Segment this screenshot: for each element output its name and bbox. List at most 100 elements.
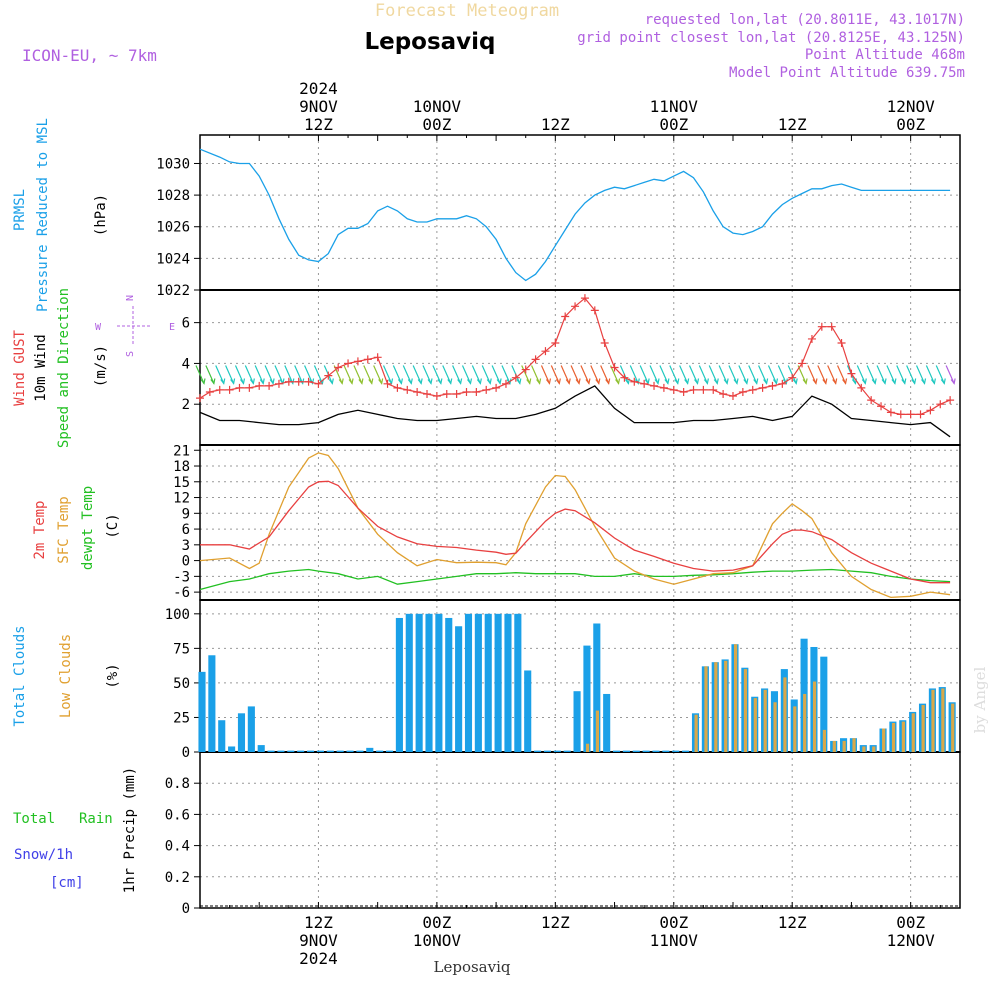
series-2m-temp (200, 480, 951, 584)
info-line-1: requested lon,lat (20.8011E, 43.1017N) (645, 12, 965, 28)
precip-unit: 1hr Precip (mm) (122, 767, 138, 893)
wind-arrow-head (328, 378, 334, 385)
gust-marker (857, 383, 866, 392)
gust-marker (393, 383, 402, 392)
bar-low-clouds (773, 702, 777, 752)
compass-w: W (95, 322, 102, 333)
wind-arrow (600, 365, 610, 384)
bar-total-clouds (356, 750, 364, 752)
bar-total-clouds (208, 655, 216, 752)
bar-total-clouds (326, 750, 334, 752)
gust-marker (442, 390, 451, 399)
y-tick-label: 12 (173, 491, 190, 507)
time-label-top: 10NOV (413, 97, 462, 116)
wind-arrow-head (595, 378, 601, 385)
gust-marker (265, 381, 274, 390)
bar-total-clouds (563, 750, 571, 752)
gust-marker (669, 385, 678, 394)
series-sfc-temp (199, 452, 951, 599)
bar-low-clouds (822, 729, 827, 752)
gust-marker (571, 302, 580, 311)
bar-total-clouds (672, 750, 680, 752)
bar-total-clouds (820, 656, 828, 752)
gust-marker (699, 385, 708, 394)
bar-total-clouds (218, 720, 226, 752)
wind-arrow (837, 365, 847, 384)
time-label-bottom: 12Z (541, 913, 570, 932)
time-label-top: 2024 (299, 79, 338, 98)
gust-marker (344, 359, 353, 368)
subtitle: Forecast Meteogram (375, 1, 559, 21)
panel-frame-pressure (199, 134, 961, 291)
wind-arrow (807, 365, 817, 384)
time-label-top: 12Z (778, 115, 807, 134)
y-tick-label: 6 (182, 522, 190, 538)
gust-marker (788, 373, 797, 382)
wind-arrow (570, 365, 580, 384)
y-tick-label: 4 (182, 356, 190, 372)
wind-arrow (718, 365, 728, 384)
bar-total-clouds (336, 750, 344, 752)
wind-arrow (896, 365, 906, 384)
bar-total-clouds (573, 691, 581, 752)
gust-marker (413, 387, 422, 396)
wind-arrow-head (950, 378, 956, 385)
time-label-bottom: 11NOV (650, 931, 699, 950)
wind-arrow-head (634, 378, 640, 385)
wind-arrow (945, 365, 955, 384)
wind-arrow-head (299, 378, 305, 385)
bar-total-clouds (534, 750, 542, 752)
wind-arrow-head (309, 378, 315, 385)
wind-arrow (205, 365, 215, 384)
wind-arrow-head (763, 378, 769, 385)
wind-arrow (767, 365, 778, 384)
wind-arrow (738, 365, 748, 384)
bar-total-clouds (494, 613, 502, 752)
wind-arrow (234, 365, 245, 384)
bar-total-clouds (652, 750, 660, 752)
page-title: Leposaviq (364, 29, 495, 55)
compass-rose: N S W E (95, 295, 175, 357)
time-label-bottom: 12NOV (887, 931, 936, 950)
wind-arrow (254, 365, 264, 384)
time-label-top: 00Z (422, 115, 451, 134)
bar-low-clouds (921, 705, 925, 752)
bar-total-clouds (297, 750, 305, 752)
wind-arrow-head (565, 378, 571, 385)
bar-low-clouds (882, 728, 886, 752)
wind-arrow (471, 365, 481, 384)
wind-dir-label: Speed and Direction (56, 288, 72, 448)
wind-arrow-head (585, 378, 591, 385)
precip-cm-label: [cm] (50, 875, 84, 891)
bar-low-clouds (901, 721, 905, 752)
bar-low-clouds (941, 688, 945, 752)
gust-marker (432, 392, 441, 401)
wind-arrow-head (940, 378, 946, 385)
bar-total-clouds (287, 750, 295, 752)
wind-arrow-head (871, 378, 877, 385)
wind-arrow (827, 365, 837, 384)
time-label-top: 11NOV (650, 97, 699, 116)
gust-marker (807, 334, 816, 343)
y-tick-label: 15 (173, 475, 190, 491)
gust-marker (363, 355, 372, 364)
y-tick-label: 0.4 (165, 839, 190, 855)
gust-marker (373, 353, 382, 362)
wind-arrow-head (348, 378, 354, 385)
bar-total-clouds (376, 750, 384, 752)
t2m-label: 2m Temp (32, 500, 48, 559)
series-prmsl (199, 148, 951, 282)
wind-arrow (906, 365, 916, 384)
wind-arrow-head (733, 378, 739, 385)
gust-marker (274, 379, 283, 388)
bar-total-clouds (237, 713, 246, 752)
wind-arrow (629, 365, 639, 384)
gust-marker (867, 396, 876, 405)
wind-arrow-head (743, 378, 749, 385)
bar-low-clouds (585, 743, 590, 752)
wind-arrow-head (437, 378, 443, 385)
wind-arrow (284, 365, 294, 384)
wind-arrow-head (713, 378, 719, 385)
gust-marker (600, 339, 609, 348)
gust-marker (551, 339, 560, 348)
